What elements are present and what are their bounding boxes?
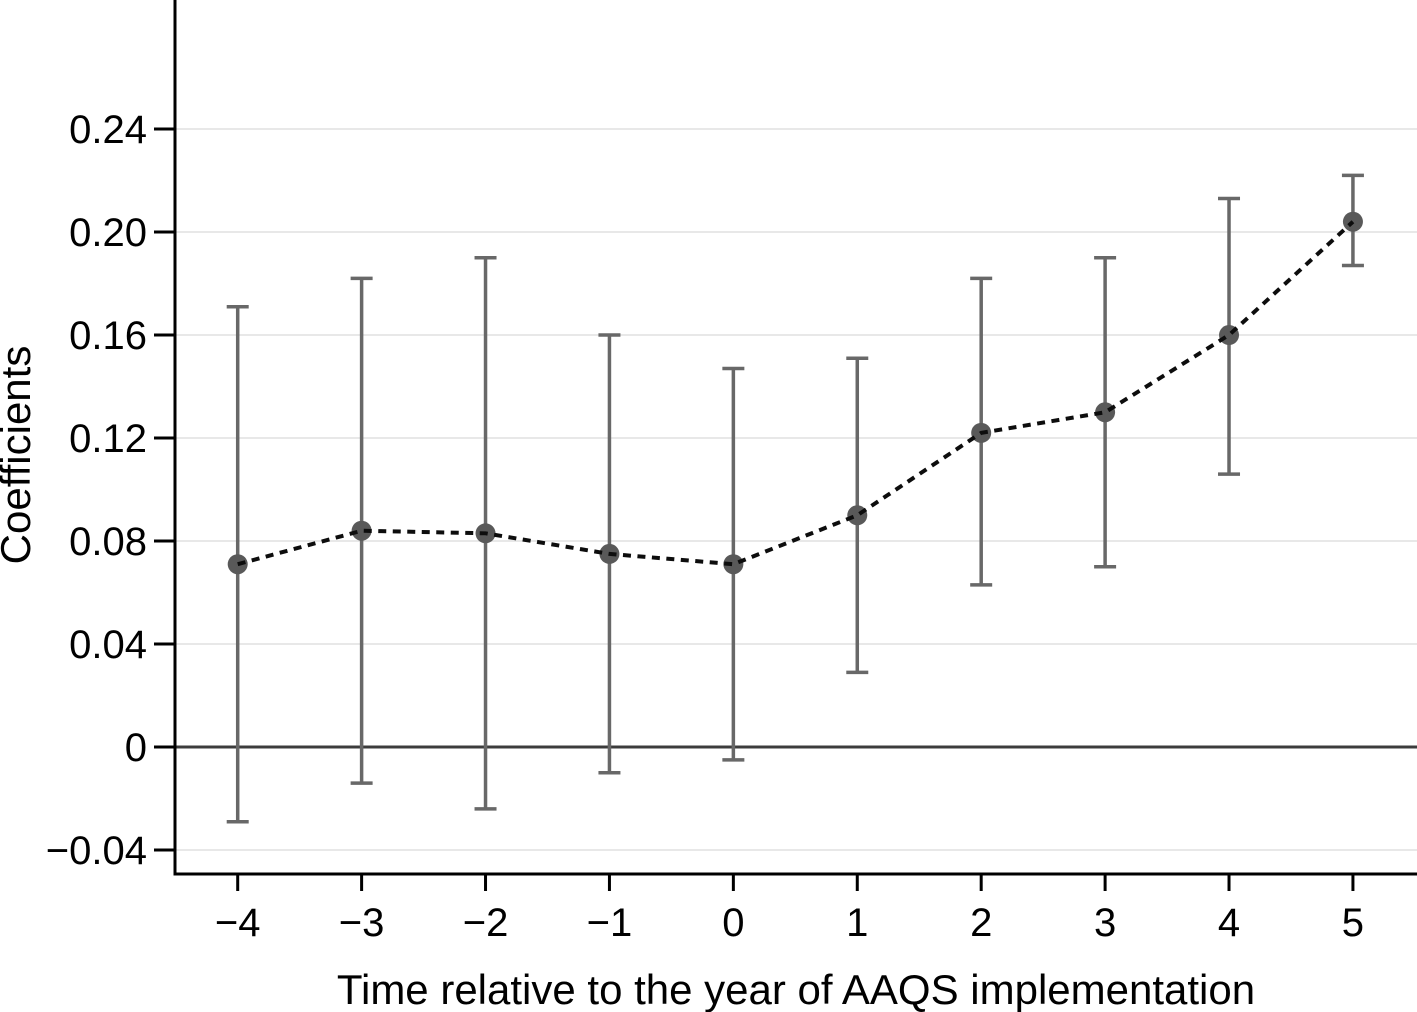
x-tick-label: 2 <box>970 901 992 945</box>
trend-line-group <box>237 220 1355 567</box>
y-tick-label: 0.12 <box>69 417 147 461</box>
x-tick-label: 0 <box>722 901 744 945</box>
y-tick-label: 0.16 <box>69 314 147 358</box>
y-tick-label: 0.04 <box>69 623 147 667</box>
error-bars-group <box>226 173 1364 824</box>
data-point-marker <box>723 554 744 575</box>
x-tick-label: 5 <box>1342 901 1364 945</box>
y-tick-label: 0.08 <box>69 520 147 564</box>
y-tick-label: 0.20 <box>69 211 147 255</box>
y-tick-label: −0.04 <box>46 829 147 873</box>
y-tick-label: 0 <box>125 726 147 770</box>
x-axis-title: Time relative to the year of AAQS implem… <box>337 966 1255 1012</box>
x-tick-label: −4 <box>215 901 261 945</box>
y-tick-group: −0.04 0 0.04 0.08 0.12 0.16 0.20 0.24 <box>46 108 175 873</box>
x-tick-label: −2 <box>463 901 509 945</box>
dotted-trend-line <box>237 220 1355 567</box>
x-tick-label: 4 <box>1218 901 1240 945</box>
data-point-marker <box>351 520 372 541</box>
x-tick-group: −4 −3 −2 −1 0 1 2 3 4 5 <box>215 874 1364 945</box>
x-tick-label: −1 <box>587 901 633 945</box>
y-axis-title: Coefficients <box>0 346 39 565</box>
x-tick-label: −3 <box>339 901 385 945</box>
x-tick-label: 3 <box>1094 901 1116 945</box>
y-tick-label: 0.24 <box>69 108 147 152</box>
markers-group <box>227 211 1363 575</box>
x-tick-label: 1 <box>846 901 868 945</box>
